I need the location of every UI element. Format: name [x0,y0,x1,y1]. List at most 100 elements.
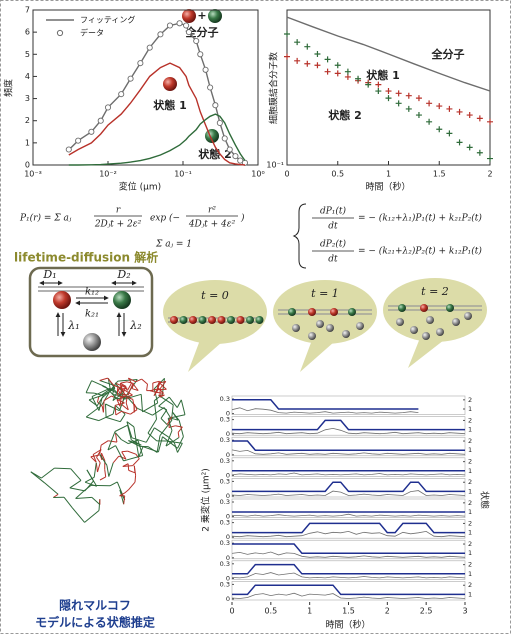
data-point [237,157,244,164]
trajectory-segment [180,399,186,415]
ball [422,332,430,340]
trajectory-segment [107,377,115,386]
trajectory-segment [147,432,158,442]
trajectory-segment [30,471,45,484]
trajectory-segment [85,380,93,393]
ball [198,316,207,324]
x-axis-label: 時間（秒） [365,181,410,193]
equation-part: 4Dⱼt + 4ε² [188,220,236,230]
panel-frame [231,539,466,560]
trajectory-segment [102,385,117,394]
trajectory-segment [112,455,120,464]
trajectory-segment [131,437,147,443]
trajectory-segment [129,382,134,391]
trajectory-segment [152,407,165,416]
x-axis-label: 時間（秒） [325,619,370,631]
trajectory-segment [155,391,164,394]
trajectory-segment [83,485,92,492]
x-tick-label: 10⁻¹ [174,170,192,179]
data-point [446,130,453,137]
y2-tick-label: 2 [468,519,472,527]
trajectory-segment [96,457,101,463]
equation-part: dt [328,222,338,232]
ball [410,326,418,334]
trajectory-segment [160,409,168,419]
data-point [75,137,82,144]
trajectory-segment [107,445,116,451]
ball [436,328,444,336]
ball [348,308,356,316]
ball [182,9,196,23]
trajectory-segment [75,490,84,499]
trajectory-segment [154,427,169,438]
panel-frame [231,416,466,436]
data-point [97,117,104,124]
trajectory-segment [118,387,128,390]
equations: P₁(r) = Σ aⱼ r 2Dⱼt + 2ε² exp (− r² 4Dⱼt… [19,203,482,269]
caption: モデルによる状態推定 [35,615,155,630]
bubble-label: t = 1 [311,287,339,300]
trajectory-segment [53,493,59,498]
ball [288,308,296,316]
ball [464,312,472,320]
trajectory-segment [123,495,126,505]
y2-tick-label: 1 [468,446,472,454]
data-point [176,20,183,27]
y-axis-label: 頻度 [3,79,15,97]
trajectory-segment [132,388,139,391]
trajectory-segment [127,425,132,441]
data-point [212,102,219,109]
y-tick-label: 6 [25,28,30,37]
trajectory-segment [142,446,159,453]
trajectory-segment [99,445,102,455]
y-tick-label: 0.3 [220,395,230,403]
trajectory-segment [159,419,173,436]
annotation: + [197,9,206,22]
trajectory-segment [115,445,124,462]
trajectory-segment [127,389,131,396]
y-tick-label: 0.3 [220,457,230,465]
ball [208,316,216,324]
ball [246,316,254,324]
equation-part: dP₂(t) [320,239,347,250]
trajectory-segment [133,465,136,473]
bubble-tail [300,340,334,372]
trajectory-segment [133,426,137,442]
trajectory-segment [146,384,148,391]
trajectory-segment [44,482,59,495]
y-tick-label: 0 [226,492,230,500]
data-point [395,90,402,97]
displacement-line [231,592,466,599]
ball [189,316,197,324]
data-point [193,37,200,45]
data-point [344,73,351,80]
state-line [232,563,465,575]
data-point [334,62,341,69]
trajectory-segment [122,386,127,393]
data-point [88,128,95,135]
trajectory-segment [121,385,128,389]
data-point [294,39,301,46]
trajectory-segment [88,399,98,407]
trajectory-segment [70,468,82,481]
data-point [355,75,362,82]
data-point [487,118,493,125]
data-point [456,108,463,115]
trajectory-segment [119,397,122,407]
trajectory-segment [86,469,94,482]
trajectory-segment [177,432,180,438]
trajectory-segment [116,386,119,395]
annotation: 状態 1 [366,68,399,82]
displacement-line [231,572,466,579]
trajectory-segment [84,476,95,483]
displacement-line [231,551,466,558]
model-label: λ₁ [67,319,79,332]
trajectory-segment [91,387,111,398]
equation-part: ) [240,213,245,224]
annotation: 状態 2 [198,147,231,161]
y-tick-label: 0 [226,574,230,582]
x-tick-label: 10⁰ [251,170,264,179]
trajectory-segment [90,454,101,458]
y-tick-label: 2 [25,116,30,125]
